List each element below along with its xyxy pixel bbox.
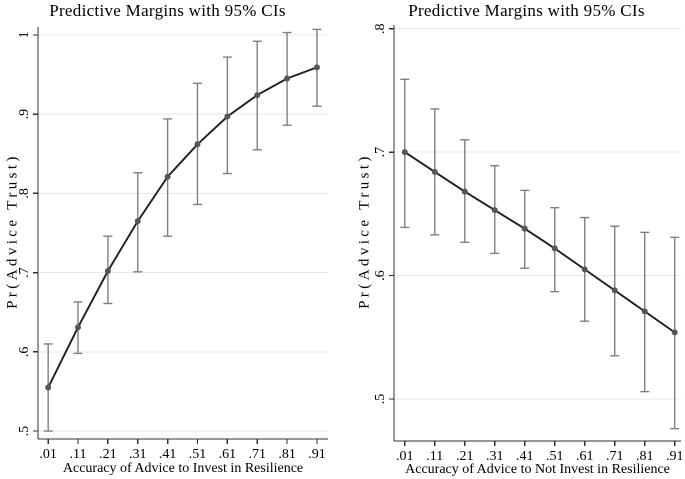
data-point-marker — [254, 92, 261, 99]
data-point-marker — [641, 308, 648, 315]
x-tick-label: .81 — [636, 449, 654, 464]
chart-title: Predictive Margins with 95% CIs — [408, 1, 645, 20]
data-point-marker — [521, 225, 528, 232]
y-tick-label: .6 — [17, 347, 32, 358]
x-axis-label: Accuracy of Advice to Invest in Resilien… — [62, 461, 304, 476]
data-point-marker — [45, 384, 52, 391]
plot-area-invest: .5.6.7.8.91.01.11.21.31.41.51.61.71.81.9… — [17, 27, 328, 462]
data-point-marker — [224, 113, 231, 120]
x-tick-label: .21 — [456, 449, 474, 464]
x-tick-label: .81 — [278, 447, 296, 462]
panel-invest: Predictive Margins with 95% CIs Pr(Advic… — [5, 1, 328, 476]
x-tick-label: .51 — [546, 449, 564, 464]
panel-not-invest: Predictive Margins with 95% CIs Pr(Advic… — [343, 0, 685, 479]
data-point-marker — [611, 287, 618, 294]
x-tick-label: .01 — [39, 447, 57, 462]
plot-area-not-invest: .5 .6 .7 .8 .01 .11 .21 .31 .41 .51 .61 .71 .81 .91 — [373, 23, 684, 464]
y-tick-label: .5 — [373, 394, 388, 405]
x-tick-label: .21 — [99, 447, 117, 462]
data-point-marker — [431, 168, 438, 175]
data-point-marker — [551, 245, 558, 252]
y-tick-label: .8 — [17, 188, 32, 199]
data-point-marker — [581, 266, 588, 273]
x-tick-label: .71 — [606, 449, 624, 464]
y-tick-label: .9 — [17, 109, 32, 120]
x-tick-label: .61 — [219, 447, 237, 462]
margins-line — [404, 151, 676, 334]
margins-line — [47, 66, 318, 388]
x-tick-label: .41 — [516, 449, 534, 464]
x-tick-label: .41 — [159, 447, 177, 462]
x-tick-label: .11 — [426, 449, 443, 464]
y-tick-label: 1 — [17, 31, 32, 38]
x-tick-label: .61 — [576, 449, 594, 464]
data-point-marker — [134, 218, 141, 225]
y-tick-label: .7 — [373, 147, 388, 158]
x-tick-label: .01 — [396, 449, 414, 464]
x-tick-label: .31 — [129, 447, 147, 462]
data-point-marker — [401, 149, 408, 156]
data-point-marker — [671, 329, 678, 336]
x-tick-label: .91 — [666, 449, 684, 464]
data-point-marker — [194, 141, 201, 148]
x-tick-label: .71 — [248, 447, 266, 462]
data-point-marker — [284, 75, 291, 82]
data-point-marker — [164, 173, 171, 180]
y-tick-label: .6 — [373, 270, 388, 281]
data-point-marker — [461, 188, 468, 195]
data-point-marker — [75, 324, 82, 331]
data-point-marker — [491, 207, 498, 214]
y-tick-label: .7 — [17, 267, 32, 278]
chart-title: Predictive Margins with 95% CIs — [49, 1, 286, 20]
data-point-marker — [313, 64, 320, 71]
data-point-marker — [104, 268, 111, 275]
x-tick-label: .11 — [70, 447, 87, 462]
x-tick-label: .91 — [308, 447, 326, 462]
x-tick-label: .31 — [486, 449, 504, 464]
y-tick-label: .5 — [17, 426, 32, 437]
x-axis-label: Accuracy of Advice to Not Invest in Resi… — [405, 462, 670, 477]
x-tick-label: .51 — [189, 447, 207, 462]
y-tick-label: .8 — [373, 23, 388, 33]
